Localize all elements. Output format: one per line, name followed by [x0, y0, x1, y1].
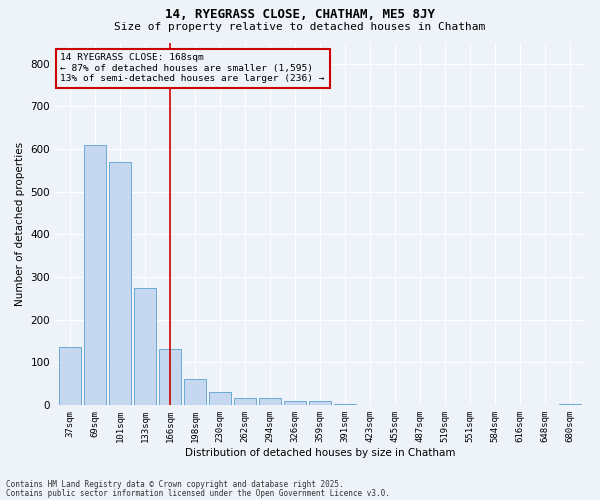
Text: 14, RYEGRASS CLOSE, CHATHAM, ME5 8JY: 14, RYEGRASS CLOSE, CHATHAM, ME5 8JY — [165, 8, 435, 20]
Text: Contains HM Land Registry data © Crown copyright and database right 2025.: Contains HM Land Registry data © Crown c… — [6, 480, 344, 489]
Bar — [235, 398, 256, 405]
Bar — [109, 162, 131, 405]
X-axis label: Distribution of detached houses by size in Chatham: Distribution of detached houses by size … — [185, 448, 455, 458]
Text: Contains public sector information licensed under the Open Government Licence v3: Contains public sector information licen… — [6, 488, 390, 498]
Bar — [310, 402, 331, 405]
Bar — [334, 404, 356, 405]
Bar — [284, 402, 305, 405]
Y-axis label: Number of detached properties: Number of detached properties — [15, 142, 25, 306]
Bar — [134, 288, 155, 405]
Bar — [59, 348, 80, 405]
Bar — [559, 404, 581, 405]
Bar — [85, 145, 106, 405]
Bar — [209, 392, 230, 405]
Bar — [184, 380, 206, 405]
Bar — [160, 350, 181, 405]
Text: Size of property relative to detached houses in Chatham: Size of property relative to detached ho… — [115, 22, 485, 32]
Bar — [259, 398, 281, 405]
Text: 14 RYEGRASS CLOSE: 168sqm
← 87% of detached houses are smaller (1,595)
13% of se: 14 RYEGRASS CLOSE: 168sqm ← 87% of detac… — [61, 54, 325, 83]
